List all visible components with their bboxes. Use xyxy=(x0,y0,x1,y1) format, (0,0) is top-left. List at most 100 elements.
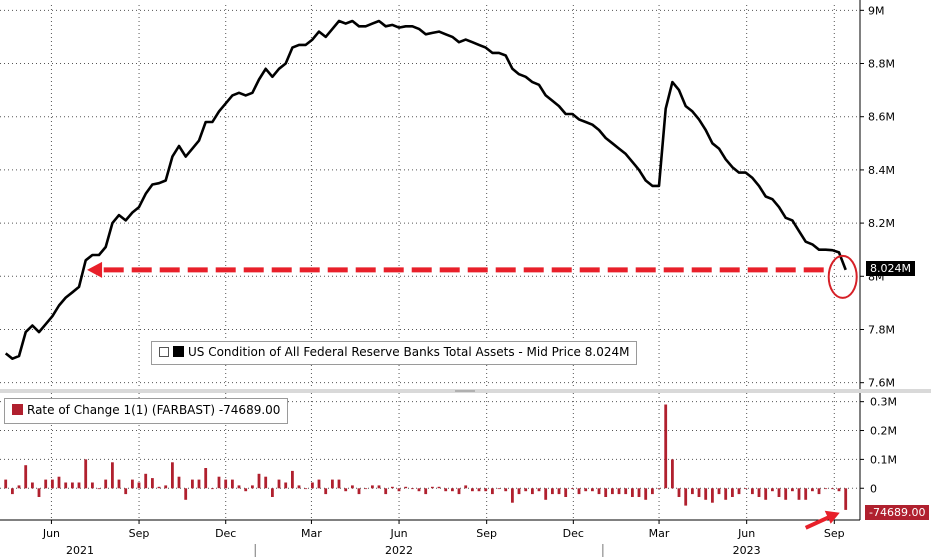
roc-bar-123 xyxy=(824,488,828,490)
gridlines xyxy=(0,5,860,520)
roc-bar-70 xyxy=(471,488,474,492)
year-label-2: 2023 xyxy=(733,544,761,557)
roc-bar-84 xyxy=(564,488,568,497)
roc-bar-11 xyxy=(77,482,81,489)
roc-bar-60 xyxy=(404,486,408,489)
roc-bar-112 xyxy=(751,488,754,495)
roc-bar-82 xyxy=(551,488,554,495)
roc-bar-31 xyxy=(211,488,214,490)
last-value-label-bottom: -74689.00 xyxy=(865,505,930,520)
legend-toggle-icon[interactable] xyxy=(159,346,169,357)
roc-bar-89 xyxy=(597,488,601,495)
ytick-label-top-4: 8.2M xyxy=(868,217,895,230)
roc-bar-72 xyxy=(484,488,488,492)
roc-bar-1 xyxy=(11,488,14,495)
roc-bar-110 xyxy=(737,488,741,495)
roc-bar-97 xyxy=(651,488,654,495)
roc-bar-43 xyxy=(291,470,294,489)
roc-bar-44 xyxy=(297,485,301,489)
roc-bar-65 xyxy=(437,486,441,489)
ytick-label-top-6: 7.8M xyxy=(868,323,895,336)
roc-bar-76 xyxy=(511,488,514,503)
roc-bar-20 xyxy=(137,482,141,489)
roc-bar-10 xyxy=(71,482,74,489)
ytick-label-top-2: 8.6M xyxy=(868,111,895,124)
xtick-label-9: Sep xyxy=(824,527,845,540)
roc-bar-106 xyxy=(711,488,714,503)
xtick-label-2: Dec xyxy=(215,527,236,540)
ytick-label-top-3: 8.4M xyxy=(868,164,895,177)
legend-swatch-red xyxy=(12,404,23,415)
roc-bar-73 xyxy=(491,488,494,495)
roc-bar-86 xyxy=(577,488,581,495)
xtick-label-3: Mar xyxy=(301,527,322,540)
roc-bar-108 xyxy=(724,488,728,500)
roc-bar-118 xyxy=(791,488,794,492)
total-assets-line xyxy=(4,19,847,360)
roc-bar-67 xyxy=(451,488,454,492)
roc-bar-50 xyxy=(337,479,341,489)
roc-bar-116 xyxy=(777,488,781,497)
roc-bar-3 xyxy=(24,465,28,489)
roc-bar-117 xyxy=(784,488,788,500)
roc-bar-77 xyxy=(517,488,521,495)
roc-bar-7 xyxy=(51,479,54,489)
bottom-arrow-line xyxy=(804,514,831,530)
legend-swatch-black xyxy=(173,346,184,357)
roc-bar-2 xyxy=(17,485,21,489)
roc-bar-80 xyxy=(537,488,541,492)
roc-bar-78 xyxy=(524,488,528,492)
roc-bar-124 xyxy=(831,488,834,490)
xtick-label-7: Mar xyxy=(649,527,670,540)
roc-bar-103 xyxy=(691,488,694,495)
roc-bar-62 xyxy=(417,488,421,492)
roc-bar-121 xyxy=(811,488,814,492)
roc-bar-74 xyxy=(497,488,501,490)
ytick-label-bottom-1: 0.2M xyxy=(870,425,897,438)
roc-bar-24 xyxy=(164,485,168,489)
roc-bar-105 xyxy=(704,488,708,500)
year-label-1: 2022 xyxy=(385,544,413,557)
roc-bar-37 xyxy=(251,485,254,489)
roc-bar-21 xyxy=(144,473,148,489)
xtick-label-5: Sep xyxy=(476,527,497,540)
roc-bar-25 xyxy=(171,462,174,489)
roc-bar-114 xyxy=(764,488,768,500)
roc-bar-47 xyxy=(317,479,321,489)
roc-bar-111 xyxy=(744,488,748,490)
roc-bar-33 xyxy=(224,479,228,489)
roc-bar-59 xyxy=(397,488,401,492)
roc-bar-107 xyxy=(717,488,721,495)
roc-bar-52 xyxy=(351,485,354,489)
roc-bar-0 xyxy=(4,479,8,489)
roc-bar-57 xyxy=(384,488,388,495)
roc-bar-23 xyxy=(157,486,161,489)
dashed-arrow-head xyxy=(87,261,103,278)
roc-bar-122 xyxy=(817,488,821,495)
roc-bar-40 xyxy=(271,488,274,497)
roc-bar-85 xyxy=(571,488,574,490)
roc-bar-75 xyxy=(504,488,508,492)
highlight-circle xyxy=(827,254,858,299)
roc-bar-71 xyxy=(477,488,481,492)
x-axis: Jun Sep Dec Mar Jun Sep Dec Mar Jun Sep 2021 2022 20… xyxy=(42,520,845,557)
bottom-legend-label: Rate of Change 1(1) (FARBAST) -74689.00 xyxy=(27,403,281,417)
roc-bar-101 xyxy=(677,488,681,497)
roc-bar-26 xyxy=(177,476,181,489)
annotations xyxy=(87,254,858,530)
roc-bar-81 xyxy=(544,488,548,500)
roc-bar-32 xyxy=(217,476,221,489)
roc-bar-6 xyxy=(44,479,48,489)
last-value-label-top: 8.024M xyxy=(866,261,915,276)
roc-bar-8 xyxy=(57,476,61,489)
roc-bar-95 xyxy=(637,488,641,497)
roc-bar-46 xyxy=(311,482,314,489)
roc-bar-48 xyxy=(324,488,328,495)
ytick-label-bottom-2: 0.1M xyxy=(870,453,897,466)
roc-bar-29 xyxy=(197,479,201,489)
roc-bar-119 xyxy=(797,488,801,500)
roc-bar-49 xyxy=(331,479,334,489)
roc-bar-28 xyxy=(191,479,194,489)
roc-bar-99 xyxy=(664,404,668,489)
ytick-label-bottom-0: 0.3M xyxy=(870,396,897,409)
